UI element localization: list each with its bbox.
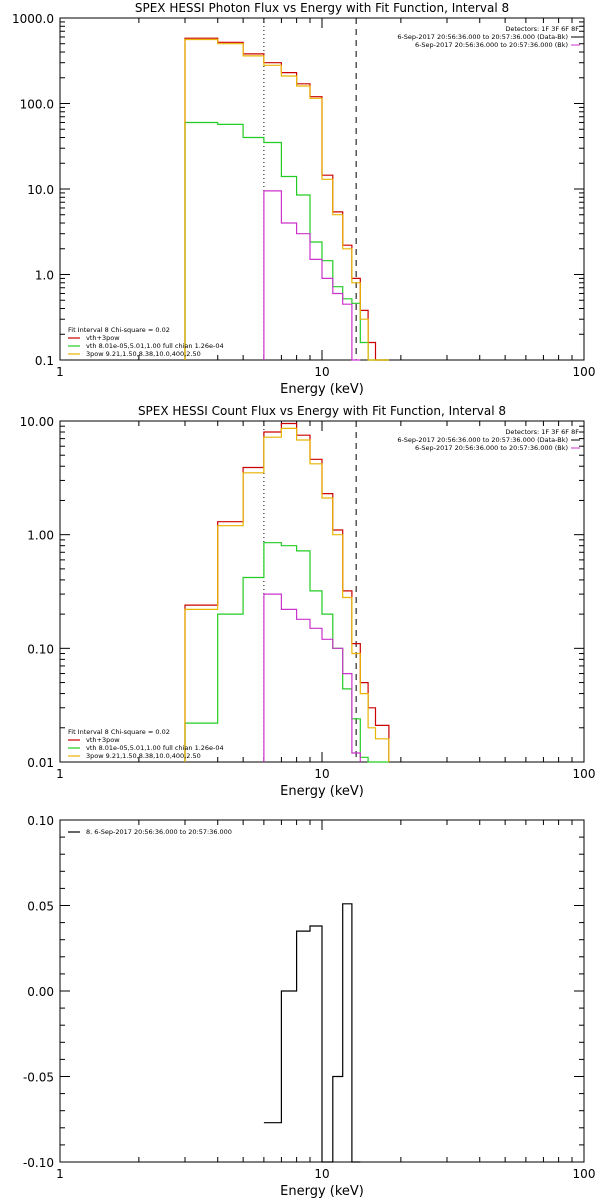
y-tick-label: -0.10 [23,1156,54,1170]
y-tick-label: 0.10 [27,642,54,656]
legend-header: Fit Interval 8 Chi-square = 0.02 [68,728,170,736]
x-tick-label: 1 [56,767,64,781]
x-tick-label: 10 [314,1167,329,1181]
series-line-3 [263,593,361,762]
interval-label-bk: 6-Sep-2017 20:56:36.000 to 20:57:36.000 … [415,41,568,49]
series-line-3 [263,190,361,361]
series-line-0 [184,37,389,361]
y-tick-label: 100.0 [20,98,54,112]
y-tick-label: 1.0 [35,269,54,283]
legend-label: 8. 6-Sep-2017 20:56:36.000 to 20:57:36.0… [86,828,232,836]
photon-flux-panel: SPEX HESSI Photon Flux vs Energy with Fi… [12,1,595,397]
detectors-label: Detectors: 1F 3F 6F 8F [505,25,579,33]
x-tick-label: 100 [573,365,596,379]
plot-frame [59,17,585,361]
y-tick-label: 0.01 [27,756,54,770]
y-tick-label: 10.0 [27,183,54,197]
legend-header: Fit Interval 8 Chi-square = 0.02 [68,326,170,334]
legend-label: vth 8.01e-05,5.01,1.00 full chian 1.26e-… [86,744,224,752]
interval-label-data: 6-Sep-2017 20:56:36.000 to 20:57:36.000 … [397,33,568,41]
series-line-2 [184,38,389,361]
series-line-2 [184,427,390,762]
x-tick-label: 10 [314,767,329,781]
series-line-0 [263,903,361,1163]
chart-title: SPEX HESSI Count Flux vs Energy with Fit… [138,404,506,418]
y-tick-label: 0.10 [27,814,54,828]
residuals-panel: 1 10 100 Energy (keV) -0.10 -0.05 0.00 0.05 0.10… [23,814,596,1199]
y-tick-label: -0.05 [23,1071,54,1085]
legend-label: 3pow 9.21,1.50,8.38,10.0,400,2.50 [86,350,201,358]
x-axis-label: Energy (keV) [280,784,364,799]
x-tick-label: 10 [314,365,329,379]
legend-label: 3pow 9.21,1.50,8.38,10.0,400,2.50 [86,752,201,760]
series-line-1 [184,542,389,763]
series-line-1 [184,121,389,361]
y-tick-label: 0.05 [27,900,54,914]
interval-label-data: 6-Sep-2017 20:56:36.000 to 20:57:36.000 … [397,436,568,444]
series-line-0 [184,422,390,762]
legend-label: vth+3pow [86,736,120,744]
chart-title: SPEX HESSI Photon Flux vs Energy with Fi… [135,1,509,15]
y-tick-label: 1.00 [27,529,54,543]
interval-label-bk: 6-Sep-2017 20:56:36.000 to 20:57:36.000 … [415,444,568,452]
legend-label: vth 8.01e-05,5.01,1.00 full chian 1.26e-… [86,342,224,350]
x-tick-label: 100 [573,1167,596,1181]
detectors-label: Detectors: 1F 3F 6F 8F [505,428,579,436]
x-tick-label: 1 [56,365,64,379]
x-tick-label: 1 [56,1167,64,1181]
count-flux-panel: SPEX HESSI Count Flux vs Energy with Fit… [20,404,596,799]
legend-label: vth+3pow [86,334,120,342]
y-tick-label: 1000.0 [12,12,54,26]
y-tick-label: 10.00 [20,415,54,429]
y-tick-label: 0.1 [35,354,54,368]
x-tick-label: 100 [573,767,596,781]
x-axis-label: Energy (keV) [280,382,364,397]
x-axis-label: Energy (keV) [280,1184,364,1199]
y-tick-label: 0.00 [27,985,54,999]
